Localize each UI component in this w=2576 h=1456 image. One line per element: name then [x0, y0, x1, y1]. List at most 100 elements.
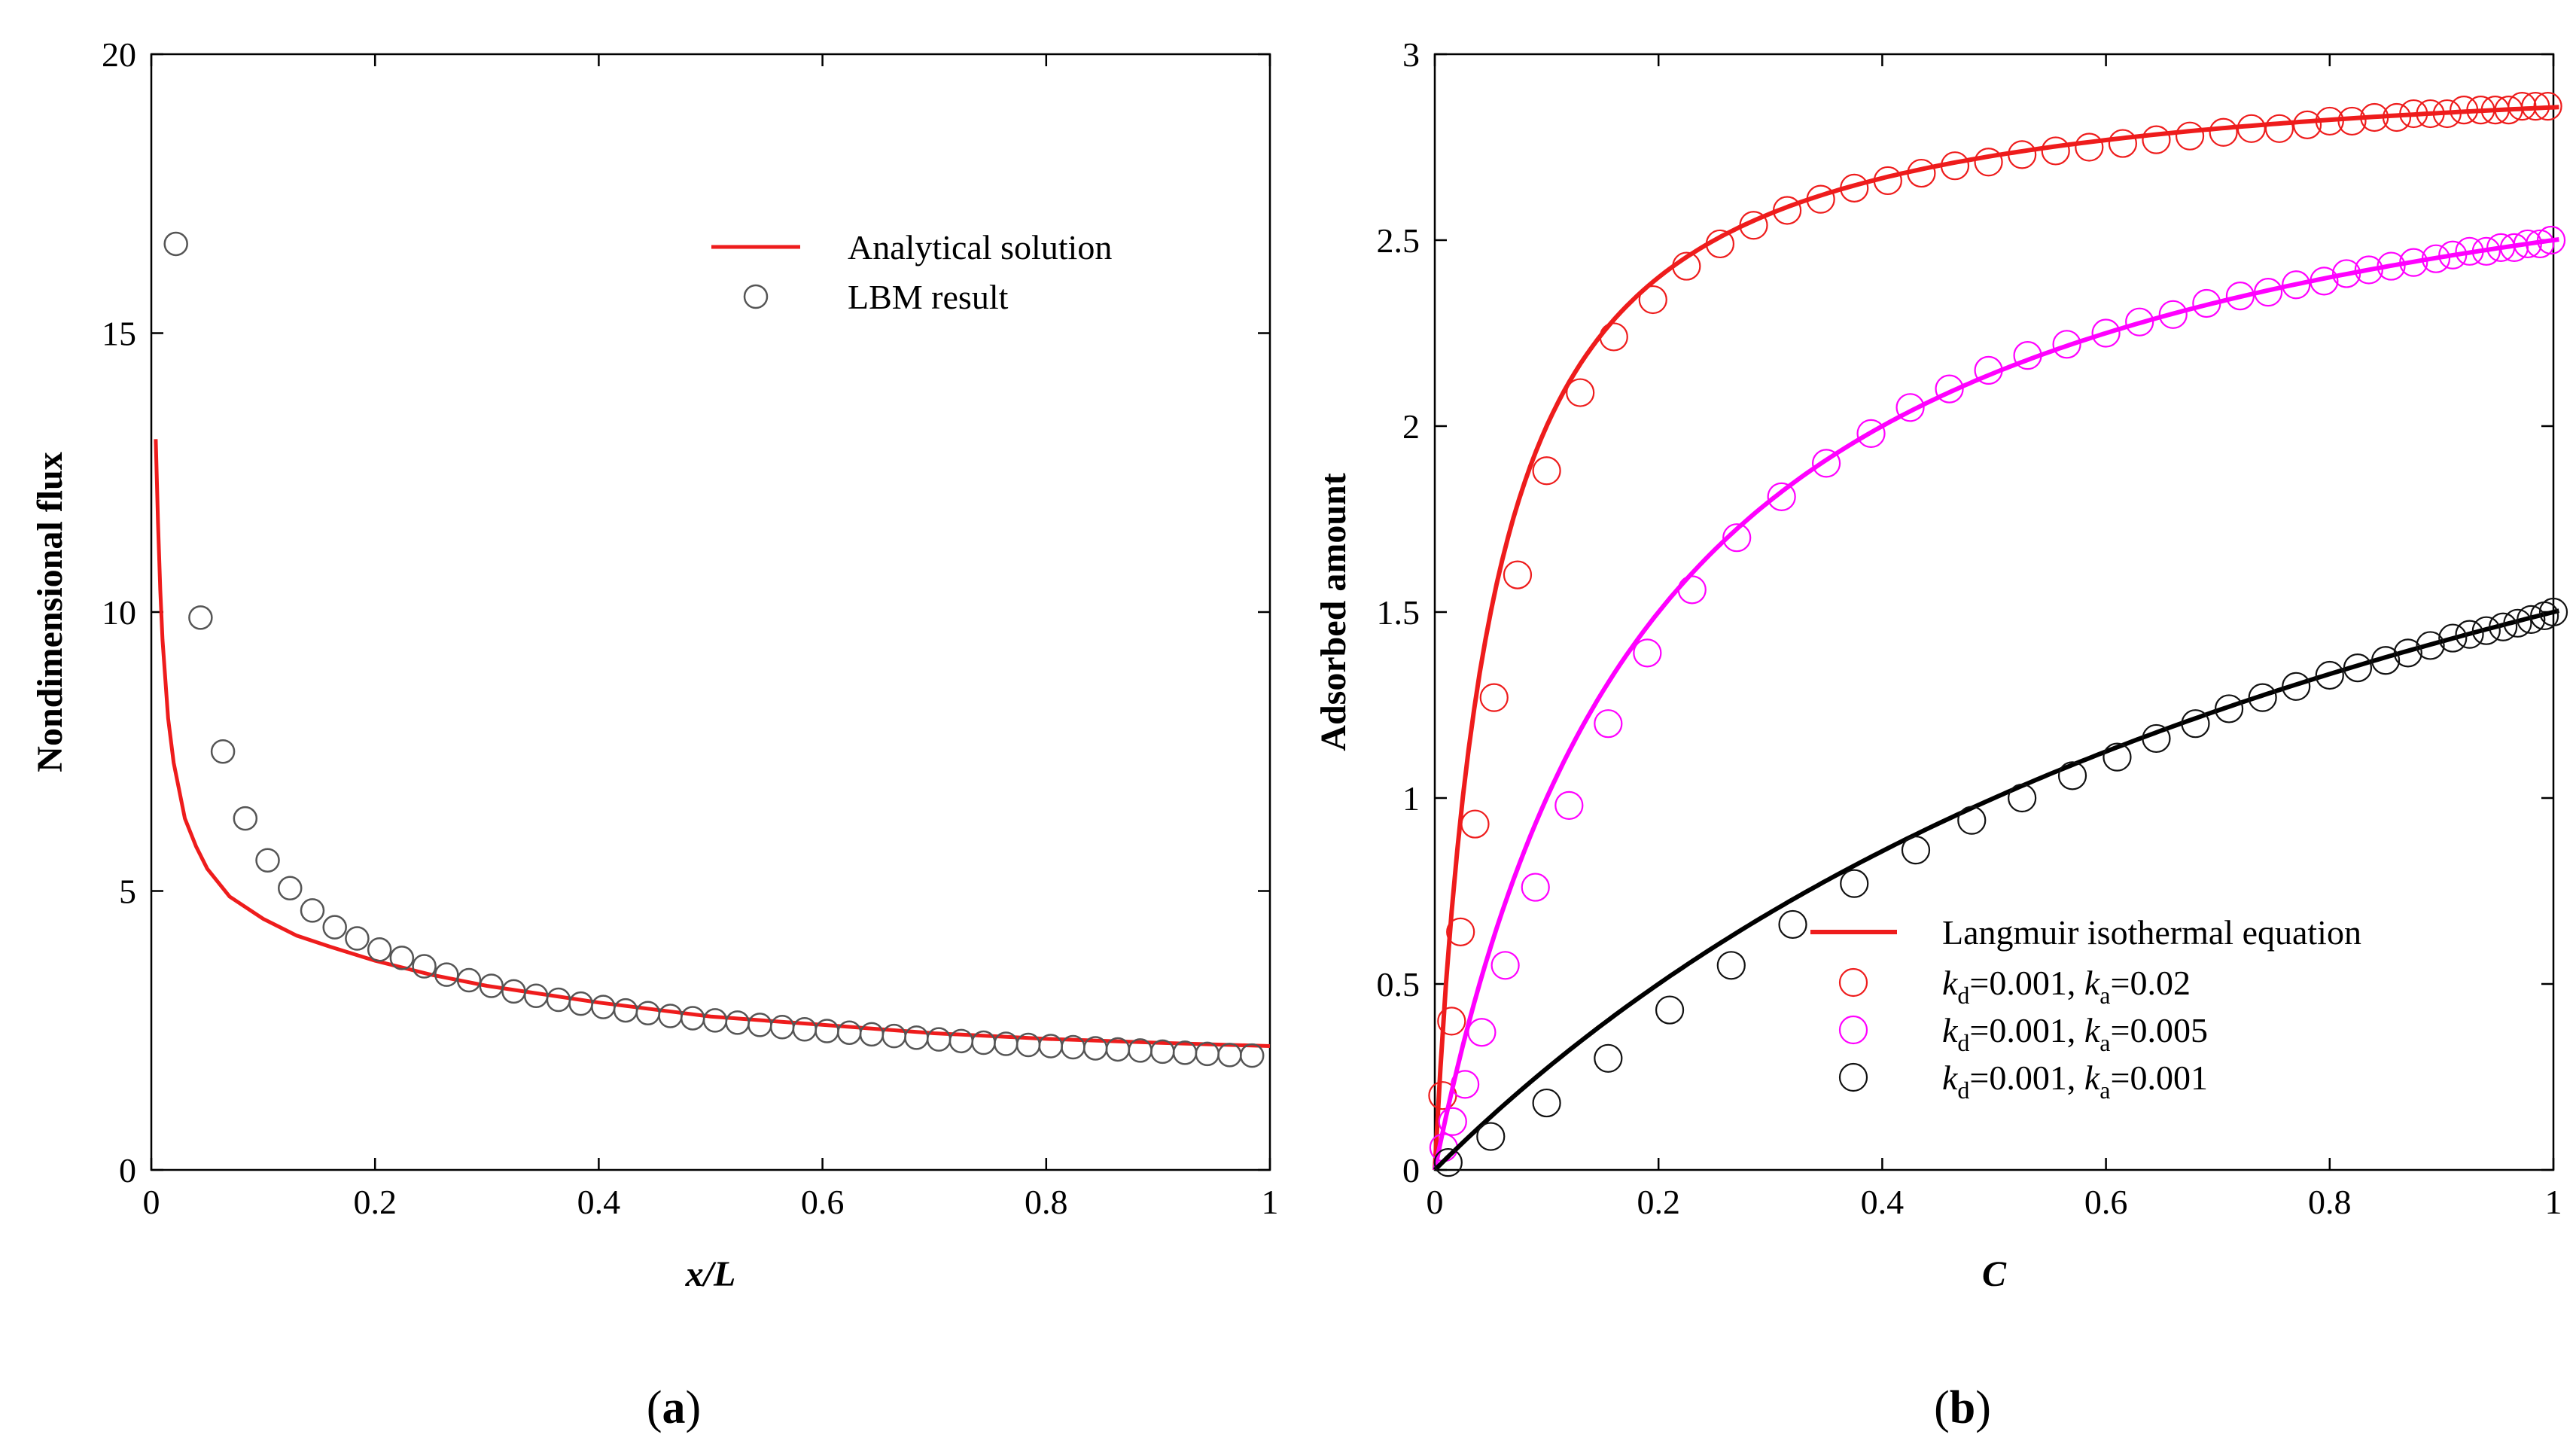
adsorbed-point-2	[2438, 240, 2468, 270]
lbm-result-point	[163, 231, 188, 257]
adsorbed-point-2	[1767, 482, 1796, 511]
legend-label-1: kd=0.001, ka=0.02	[1942, 964, 2191, 1009]
lbm-result-point	[882, 1023, 906, 1049]
x-tick-label: 1	[2545, 1183, 2562, 1221]
adsorbed-point-3	[2142, 723, 2171, 754]
legend-label-2: kd=0.001, ka=0.005	[1942, 1011, 2208, 1056]
adsorbed-point-2	[1438, 1107, 1467, 1136]
langmuir-line-1	[1433, 105, 2559, 1171]
lbm-result-point	[769, 1015, 795, 1040]
adsorbed-point-3	[2248, 683, 2277, 712]
legend-marker-3	[1838, 1062, 1868, 1092]
adsorbed-point-3	[2489, 612, 2518, 641]
x-tick-label: 0.6	[2084, 1183, 2128, 1221]
legend-marker-lbm	[743, 284, 769, 309]
adsorbed-point-2	[1594, 709, 1623, 739]
adsorbed-point-1	[2450, 96, 2479, 125]
adsorbed-point-2	[1490, 951, 1520, 980]
adsorbed-point-2	[2310, 267, 2339, 296]
adsorbed-point-3	[1840, 869, 1869, 898]
adsorbed-point-3	[2471, 616, 2501, 645]
y-tick-label: 0.5	[1377, 965, 1420, 1004]
y-axis-label: Adsorbed amount	[1314, 473, 1353, 751]
x-tick-label: 0.8	[2308, 1183, 2352, 1221]
y-tick-label: 2.5	[1377, 221, 1420, 260]
adsorbed-point-1	[2209, 117, 2238, 147]
adsorbed-point-2	[2253, 278, 2283, 307]
analytical-solution-line	[154, 439, 1271, 1048]
adsorbed-point-2	[1554, 790, 1584, 820]
adsorbed-point-1	[2382, 102, 2412, 133]
adsorbed-point-1	[1907, 158, 1936, 188]
adsorbed-point-2	[1974, 355, 2003, 385]
y-tick-label: 1.5	[1377, 593, 1420, 632]
adsorbed-point-3	[2371, 646, 2401, 675]
adsorbed-point-1	[1460, 809, 1490, 839]
adsorbed-point-3	[2343, 653, 2373, 683]
lbm-result-point	[300, 898, 325, 923]
adsorbed-point-3	[2181, 709, 2210, 739]
lbm-result-point	[792, 1017, 818, 1042]
y-tick-label: 10	[102, 593, 136, 632]
adsorbed-point-1	[1566, 378, 1595, 407]
lbm-result-point	[702, 1008, 728, 1033]
adsorbed-point-3	[1594, 1043, 1623, 1073]
x-tick-label: 1	[1262, 1183, 1279, 1221]
lbm-result-point	[412, 954, 437, 979]
legend-marker-2	[1838, 1015, 1868, 1045]
adsorbed-point-1	[2507, 92, 2537, 121]
adsorbed-point-1	[2432, 99, 2462, 129]
adsorbed-point-1	[1940, 151, 1970, 181]
adsorbed-point-2	[2455, 236, 2484, 266]
adsorbed-point-2	[2471, 236, 2501, 266]
adsorbed-point-2	[2536, 225, 2566, 255]
adsorbed-point-1	[1532, 456, 1561, 486]
adsorbed-point-3	[1655, 995, 1685, 1025]
adsorbed-point-1	[1739, 211, 1768, 240]
adsorbed-point-2	[1856, 419, 1886, 448]
x-tick-label: 0.4	[1861, 1183, 1905, 1221]
lbm-result-point	[1217, 1043, 1242, 1068]
adsorbed-point-1	[1479, 683, 1509, 712]
legend-label-lbm: LBM result	[848, 278, 1009, 316]
adsorbed-point-3	[1476, 1122, 1506, 1151]
adsorbed-point-3	[2438, 623, 2468, 653]
lbm-result-point	[568, 991, 593, 1016]
adsorbed-point-1	[1840, 173, 1869, 203]
legend-label-3: kd=0.001, ka=0.001	[1942, 1058, 2208, 1104]
lbm-result-point	[345, 926, 370, 951]
adsorbed-point-2	[2125, 307, 2154, 337]
adsorbed-point-3	[2455, 620, 2484, 649]
adsorbed-point-1	[2360, 102, 2389, 133]
adsorbed-point-3	[2416, 631, 2445, 660]
adsorbed-point-1	[2075, 133, 2104, 162]
lbm-result-point	[188, 605, 213, 630]
adsorbed-point-1	[2041, 136, 2070, 166]
x-tick-label: 0.4	[577, 1183, 621, 1221]
lbm-result-point	[367, 937, 392, 962]
adsorbed-point-3	[2008, 783, 2037, 813]
lbm-result-point	[613, 998, 638, 1023]
lbm-result-point	[725, 1010, 750, 1035]
adsorbed-point-3	[1433, 1148, 1463, 1177]
adsorbed-point-3	[2103, 742, 2132, 772]
lbm-result-point	[815, 1019, 839, 1043]
adsorbed-point-1	[1503, 560, 1533, 589]
lbm-result-point	[479, 973, 504, 998]
adsorbed-point-2	[1722, 523, 1752, 553]
adsorbed-point-2	[2399, 248, 2428, 277]
lbm-result-point	[456, 967, 482, 993]
adsorbed-point-3	[2503, 608, 2532, 638]
adsorbed-point-1	[2142, 125, 2171, 154]
adsorbed-point-1	[2108, 129, 2137, 158]
adsorbed-point-2	[2282, 270, 2311, 300]
y-tick-label: 0	[1402, 1151, 1420, 1189]
panel-b: 0 0.2 0.4 0.6 0.8 1 0 0.5 1 1.5 2 2.5 3 C Adsorbed amo…	[1314, 35, 2568, 1294]
adsorbed-point-2	[2354, 255, 2383, 285]
adsorbed-point-3	[2057, 761, 2087, 790]
adsorbed-point-2	[1935, 374, 1964, 404]
panel-a: 0 0.2 0.4 0.6 0.8 105101520x/LNondimensional …	[30, 35, 1279, 1294]
adsorbed-point-2	[2158, 300, 2188, 329]
x-axis-label: C	[1982, 1254, 2007, 1294]
adsorbed-point-1	[1446, 917, 1475, 946]
